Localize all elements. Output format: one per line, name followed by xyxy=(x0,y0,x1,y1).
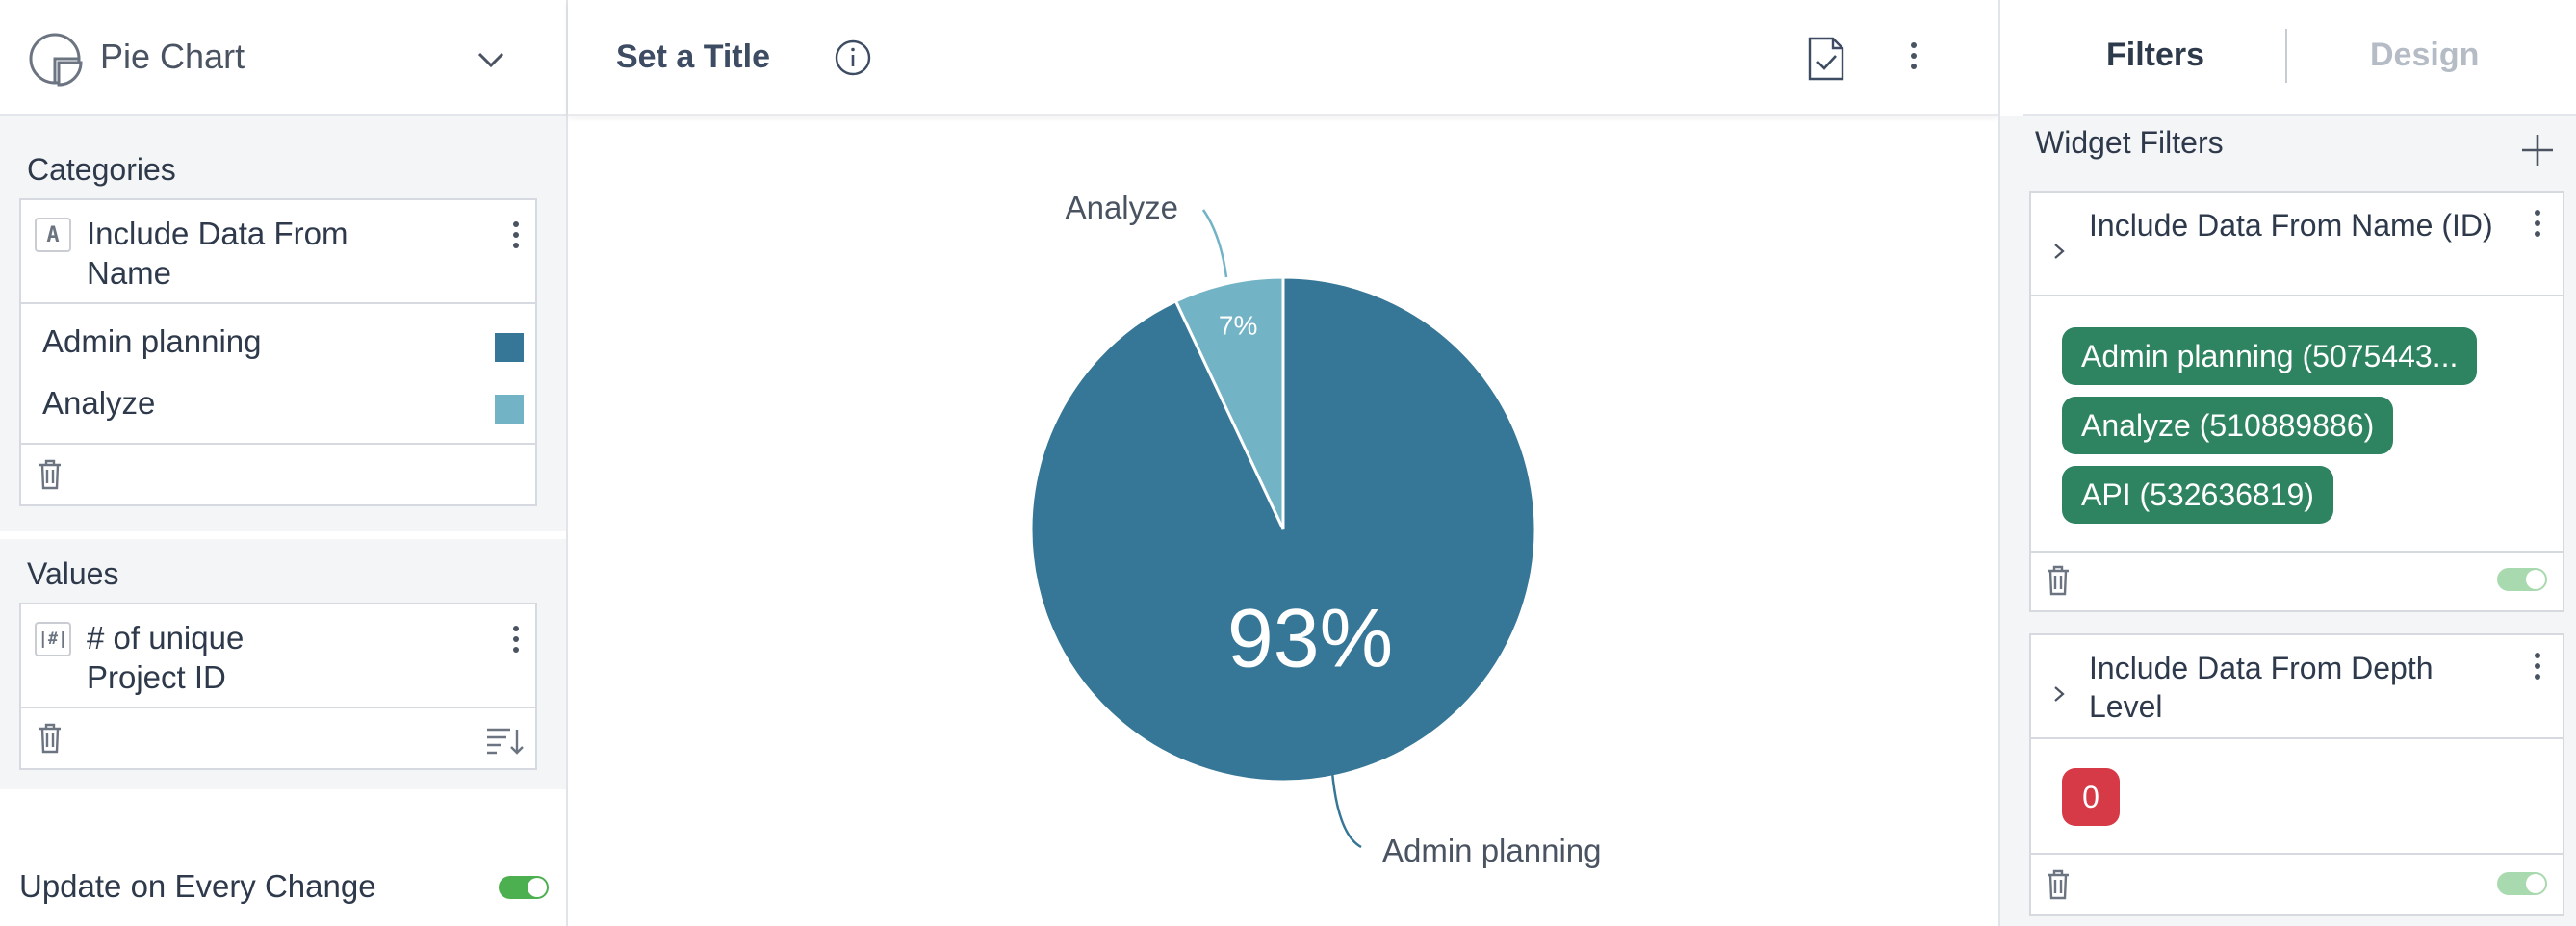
widget-filters-header: Widget Filters xyxy=(2023,114,2576,179)
filter-card: Include Data From Name (ID) Admin planni… xyxy=(2029,191,2564,612)
save-file-icon[interactable] xyxy=(1806,35,1846,83)
update-on-change-toggle[interactable] xyxy=(499,876,549,899)
value-field-title[interactable]: # of unique Project ID xyxy=(87,620,245,695)
tab-filters[interactable]: Filters xyxy=(2106,37,2205,73)
category-item: Admin planning xyxy=(42,323,524,372)
pie-chart-icon xyxy=(29,33,83,87)
category-item-label: Analyze xyxy=(42,385,156,421)
categories-title: Categories xyxy=(27,152,176,187)
chevron-down-icon[interactable] xyxy=(474,42,508,77)
filter-enabled-toggle[interactable] xyxy=(2497,568,2547,591)
more-vertical-icon[interactable] xyxy=(506,622,526,664)
color-swatch[interactable] xyxy=(495,333,524,362)
chart-canvas-area: Set a Title 7% Analyze 93% Admin planning xyxy=(568,0,1998,926)
add-icon[interactable] xyxy=(2518,131,2557,169)
chart-type-selector[interactable]: Pie Chart xyxy=(0,0,566,116)
info-icon[interactable] xyxy=(834,39,872,77)
trash-icon[interactable] xyxy=(2045,868,2072,901)
pie-category-label: Admin planning xyxy=(1382,833,1602,868)
more-vertical-icon[interactable] xyxy=(2528,649,2547,691)
tab-design[interactable]: Design xyxy=(2370,37,2480,73)
left-panel: Pie Chart Categories A Include Data From… xyxy=(0,0,568,926)
pie-chart: 7% Analyze 93% Admin planning xyxy=(1029,190,1602,868)
filter-value-pill[interactable]: Admin planning (5075443... xyxy=(2062,327,2478,385)
color-swatch[interactable] xyxy=(495,395,524,424)
filter-value-pill[interactable]: Analyze (510889886) xyxy=(2062,397,2394,454)
more-vertical-icon[interactable] xyxy=(1904,39,1923,81)
category-field-title[interactable]: Include Data From Name xyxy=(87,216,348,291)
chart-type-label: Pie Chart xyxy=(100,37,245,76)
pie-leader-line xyxy=(1201,209,1228,278)
pie-category-label: Analyze xyxy=(1066,190,1178,225)
more-vertical-icon[interactable] xyxy=(2528,206,2547,248)
sort-icon[interactable] xyxy=(485,724,526,757)
pie-leader-line xyxy=(1330,771,1362,849)
update-on-change-label: Update on Every Change xyxy=(19,868,376,904)
filter-value-pill[interactable]: API (532636819) xyxy=(2062,466,2333,524)
filter-value-pill[interactable]: 0 xyxy=(2062,768,2120,826)
category-card: A Include Data From Name Admin planning … xyxy=(19,198,537,506)
pie-slice-analyze[interactable] xyxy=(1173,275,1285,530)
pie-percent-label: 93% xyxy=(1227,593,1393,685)
right-panel: Filters Design Widget Filters Include Da… xyxy=(1998,0,2576,926)
filter-title[interactable]: Include Data From Name (ID) xyxy=(2089,208,2493,243)
chevron-right-icon[interactable] xyxy=(2052,241,2066,262)
pie-percent-label: 7% xyxy=(1219,311,1257,341)
trash-icon[interactable] xyxy=(2045,564,2072,597)
text-type-icon: A xyxy=(35,218,71,252)
panel-tabs: Filters Design xyxy=(2000,0,2576,116)
category-item: Analyze xyxy=(42,385,524,433)
trash-icon[interactable] xyxy=(37,458,64,491)
widget-header: Set a Title xyxy=(568,0,1998,116)
widget-filters-label: Widget Filters xyxy=(2035,125,2224,160)
pie-slice-admin-planning[interactable] xyxy=(1029,275,1537,784)
update-on-change-row: Update on Every Change xyxy=(0,801,566,926)
widget-title[interactable]: Set a Title xyxy=(616,39,770,75)
number-type-icon: |#| xyxy=(35,622,71,656)
trash-icon[interactable] xyxy=(37,722,64,755)
chevron-right-icon[interactable] xyxy=(2052,683,2066,705)
filter-title[interactable]: Include Data From Depth Level xyxy=(2089,651,2434,724)
filter-card: Include Data From Depth Level 0 xyxy=(2029,633,2564,916)
value-card: |#| # of unique Project ID xyxy=(19,603,537,770)
filter-enabled-toggle[interactable] xyxy=(2497,872,2547,895)
values-title: Values xyxy=(27,556,119,591)
category-item-label: Admin planning xyxy=(42,323,262,359)
more-vertical-icon[interactable] xyxy=(506,218,526,260)
